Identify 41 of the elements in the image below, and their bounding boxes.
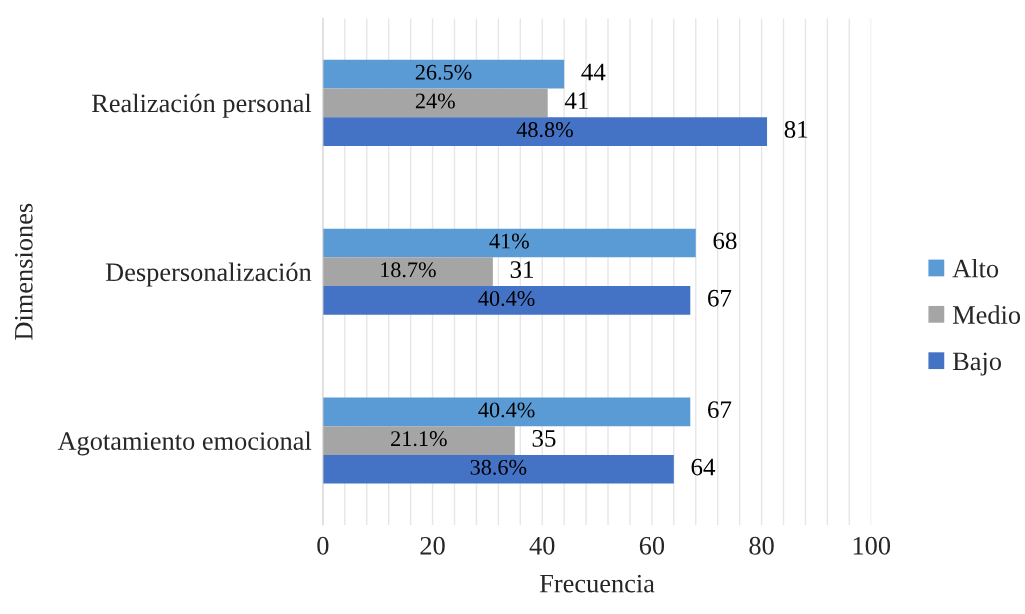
data-label: 41 (564, 92, 588, 109)
data-label: 67 (708, 401, 732, 419)
annotation: 40.4% (478, 290, 535, 307)
annotation: 40.4% (478, 402, 535, 418)
bar (322, 454, 674, 484)
data-label: 35 (532, 430, 556, 447)
annotation: 18.7% (381, 262, 436, 278)
bar (322, 59, 565, 89)
data-label: 31 (510, 261, 534, 278)
x-tick-label: 0 (317, 536, 329, 555)
bar (322, 117, 768, 146)
annotation: 21.1% (391, 431, 447, 447)
data-label: 44 (581, 63, 606, 81)
annotation: 38.6% (470, 459, 527, 475)
data-label: 81 (784, 120, 808, 138)
x-tick-label: 100 (853, 536, 891, 555)
bar (322, 257, 493, 287)
x-tick-label: 80 (749, 536, 774, 555)
y-tick-label: Despersonalización (105, 262, 312, 287)
y-tick-label: Agotamiento emocional (57, 431, 312, 456)
annotation: 26.5% (415, 64, 472, 80)
bar (322, 397, 691, 427)
annotation: 41% (489, 233, 529, 249)
annotation: 48.8% (516, 122, 573, 138)
legend-label: Medio (952, 305, 1021, 324)
data-label: 67 (708, 289, 732, 307)
bar (322, 426, 515, 455)
bar (322, 88, 548, 118)
annotation: 24% (415, 93, 455, 109)
data-label: 64 (691, 458, 716, 476)
bar (322, 228, 696, 258)
x-axis-title: Frecuencia (539, 574, 655, 593)
data-label: 68 (713, 232, 737, 250)
x-tick-label: 60 (639, 536, 665, 555)
legend-label: Alto (952, 258, 999, 278)
legend-label: Bajo (952, 352, 1001, 376)
bar (322, 286, 691, 315)
x-tick-label: 20 (420, 536, 445, 555)
y-tick-label: Realización personal (91, 93, 312, 118)
x-tick-label: 40 (529, 536, 555, 555)
y-axis-title: Dimensiones (14, 203, 33, 340)
